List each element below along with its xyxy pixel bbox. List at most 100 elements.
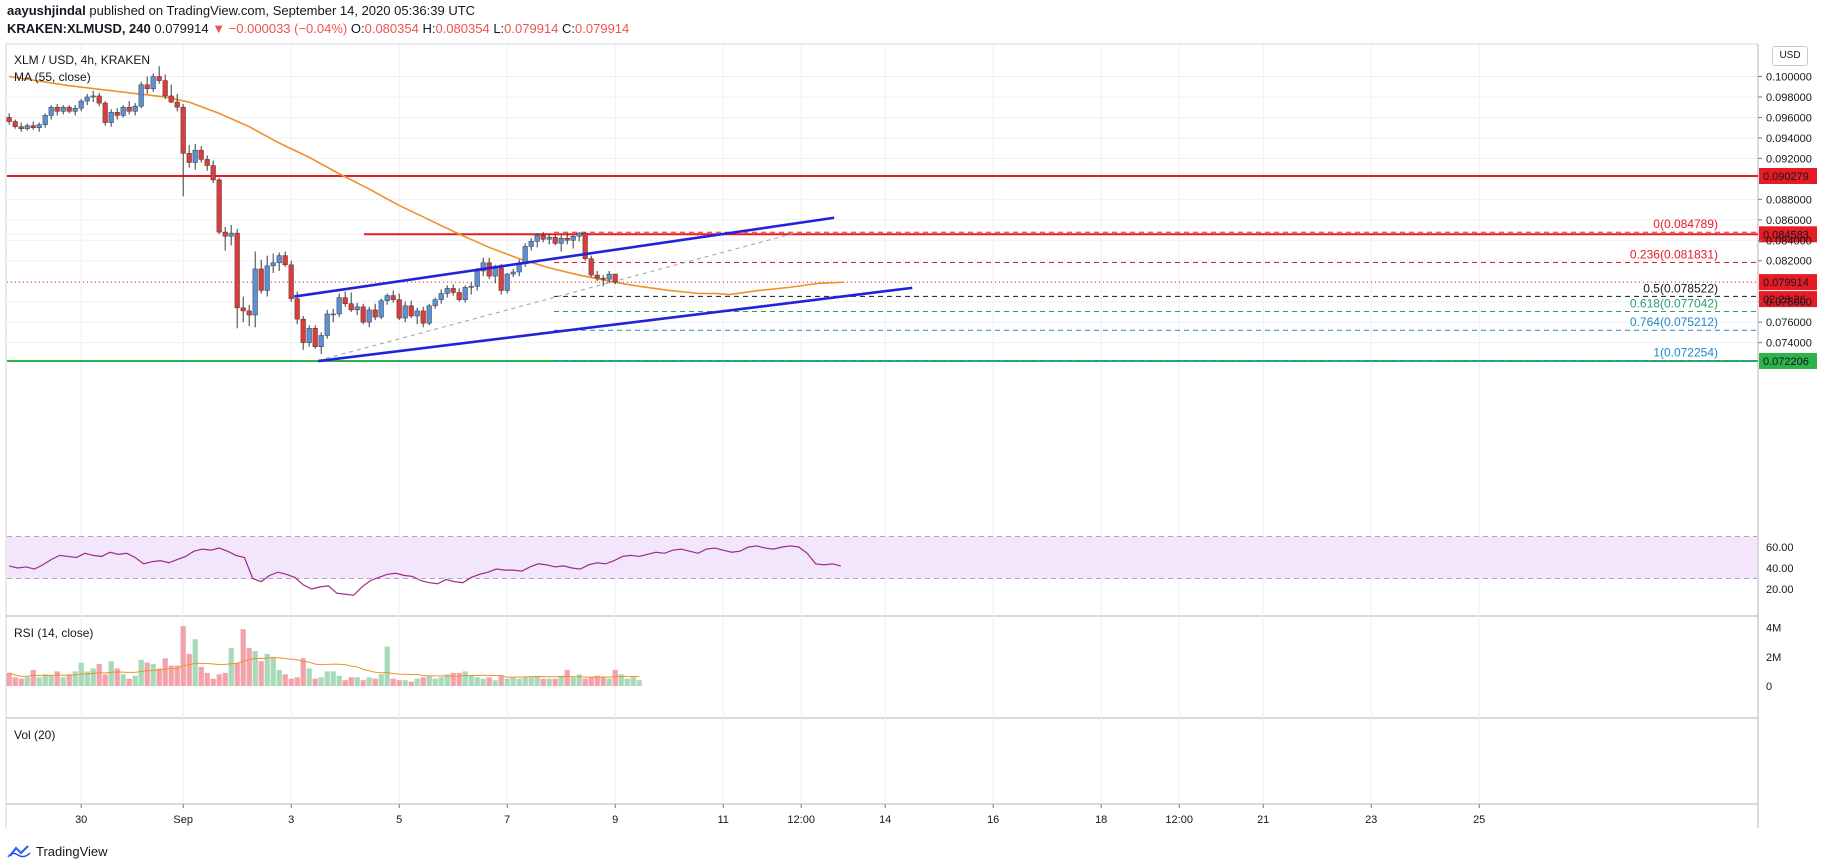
candle[interactable] — [48, 105, 54, 120]
candle[interactable] — [588, 255, 594, 278]
candle[interactable] — [372, 303, 378, 321]
candle[interactable] — [72, 105, 78, 116]
candle[interactable] — [600, 275, 606, 287]
candle[interactable] — [498, 263, 504, 295]
candle[interactable] — [450, 284, 456, 296]
candle[interactable] — [204, 155, 210, 171]
candle[interactable] — [234, 229, 240, 329]
candle[interactable] — [54, 104, 60, 116]
candle[interactable] — [78, 99, 84, 112]
candle[interactable] — [456, 288, 462, 302]
candle[interactable] — [42, 113, 48, 128]
candle[interactable] — [300, 316, 306, 350]
candle[interactable] — [528, 238, 534, 251]
candle[interactable] — [216, 177, 222, 235]
candle[interactable] — [570, 235, 576, 249]
candle[interactable] — [258, 259, 264, 294]
candle[interactable] — [312, 325, 318, 349]
candle[interactable] — [504, 273, 510, 294]
candle[interactable] — [24, 123, 30, 131]
candle[interactable] — [432, 297, 438, 309]
price-axis[interactable]: 0.100000 0.098000 0.096000 0.094000 0.092000… — [1758, 72, 1812, 350]
candle[interactable] — [180, 104, 186, 197]
currency-button[interactable]: USD — [1772, 46, 1808, 66]
candle[interactable] — [288, 260, 294, 302]
candle[interactable] — [408, 300, 414, 319]
candle[interactable] — [282, 251, 288, 267]
candle[interactable] — [342, 291, 348, 307]
candle[interactable] — [468, 282, 474, 295]
candle[interactable] — [330, 308, 336, 323]
candle[interactable] — [198, 146, 204, 163]
candle[interactable] — [510, 268, 516, 278]
candle[interactable] — [36, 122, 42, 132]
candle[interactable] — [30, 121, 36, 130]
candle[interactable] — [360, 303, 366, 325]
candle[interactable] — [516, 259, 522, 277]
candle[interactable] — [594, 270, 600, 282]
candle[interactable] — [576, 232, 582, 242]
candle[interactable] — [558, 235, 564, 252]
candle[interactable] — [270, 253, 276, 274]
candle[interactable] — [264, 255, 270, 297]
candle[interactable] — [138, 81, 144, 109]
candle[interactable] — [444, 285, 450, 298]
candle[interactable] — [480, 257, 486, 277]
candle[interactable] — [396, 293, 402, 321]
candle[interactable] — [126, 101, 132, 115]
candle[interactable] — [348, 292, 354, 312]
candle[interactable] — [102, 101, 108, 126]
candle[interactable] — [276, 252, 282, 271]
candle[interactable] — [240, 296, 246, 323]
candle[interactable] — [66, 105, 72, 114]
candle[interactable] — [384, 293, 390, 305]
candle[interactable] — [414, 307, 420, 325]
candle[interactable] — [438, 289, 444, 304]
candle[interactable] — [186, 145, 192, 168]
candle[interactable] — [324, 309, 330, 339]
candle[interactable] — [546, 234, 552, 245]
candle[interactable] — [366, 306, 372, 328]
candle[interactable] — [336, 293, 342, 318]
candle[interactable] — [222, 226, 228, 251]
candle[interactable] — [96, 92, 102, 107]
candle[interactable] — [426, 303, 432, 326]
author-name[interactable]: aayushjindal — [7, 3, 86, 18]
candle[interactable] — [60, 105, 66, 115]
candle[interactable] — [420, 306, 426, 328]
candle[interactable] — [540, 232, 546, 243]
candle[interactable] — [174, 93, 180, 112]
candle[interactable] — [378, 298, 384, 320]
candle[interactable] — [156, 66, 162, 84]
candle[interactable] — [354, 302, 360, 315]
candle[interactable] — [6, 113, 12, 125]
candle[interactable] — [90, 90, 96, 103]
tradingview-logo[interactable]: TradingView — [6, 840, 108, 862]
time-axis[interactable]: 30 Sep 3 5 7 9 11 12:00 14 16 18 12:00 21 23 25 — [75, 804, 1485, 826]
candle[interactable] — [582, 232, 588, 261]
candle[interactable] — [390, 290, 396, 303]
candle[interactable] — [108, 109, 114, 127]
candle[interactable] — [144, 76, 150, 94]
candle[interactable] — [120, 105, 126, 118]
candle[interactable] — [252, 251, 258, 328]
candle[interactable] — [318, 332, 324, 354]
candle[interactable] — [534, 233, 540, 248]
candle[interactable] — [168, 84, 174, 104]
candle[interactable] — [228, 224, 234, 246]
candle[interactable] — [114, 108, 120, 120]
candle[interactable] — [246, 304, 252, 327]
candle[interactable] — [606, 270, 612, 284]
candle[interactable] — [564, 233, 570, 245]
candle[interactable] — [192, 144, 198, 170]
candle[interactable] — [132, 103, 138, 116]
candle[interactable] — [462, 285, 468, 303]
candle[interactable] — [18, 122, 24, 132]
candle[interactable] — [12, 119, 18, 129]
candle[interactable] — [306, 325, 312, 347]
candle[interactable] — [150, 73, 156, 92]
candle[interactable] — [162, 74, 168, 100]
candle[interactable] — [552, 234, 558, 246]
candle[interactable] — [402, 301, 408, 323]
